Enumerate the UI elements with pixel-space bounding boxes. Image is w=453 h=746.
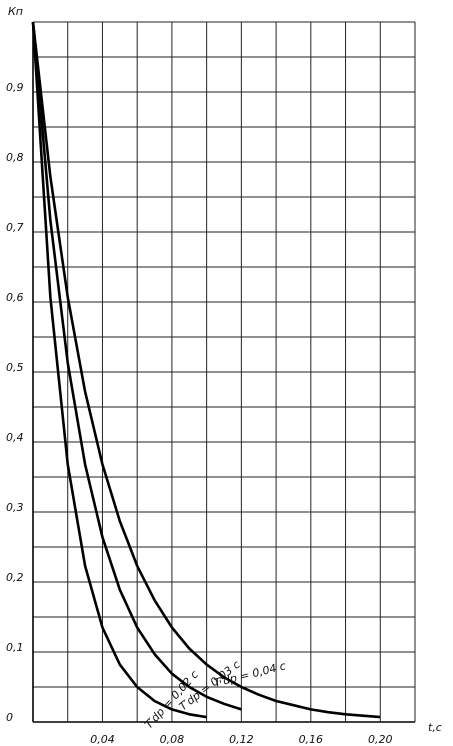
y-tick-label: 0,2 bbox=[6, 571, 24, 584]
x-axis-label: t,c bbox=[428, 721, 442, 734]
y-axis-label: Кп bbox=[8, 5, 23, 18]
curve bbox=[31, 21, 207, 719]
y-tick-label: 0,5 bbox=[6, 361, 24, 374]
y-tick-label: 0,7 bbox=[6, 221, 24, 234]
x-tick-label: 0,20 bbox=[368, 733, 393, 746]
x-tick-label: 0,08 bbox=[160, 733, 185, 746]
y-tick-label: 0,9 bbox=[6, 81, 24, 94]
curve bbox=[31, 21, 381, 719]
y-tick-label: 0,1 bbox=[6, 641, 24, 654]
y-tick-label: 0,8 bbox=[6, 151, 24, 164]
x-tick-label: 0,04 bbox=[90, 733, 115, 746]
x-tick-label: 0,12 bbox=[229, 733, 254, 746]
curve bbox=[31, 21, 242, 711]
y-tick-label: 0,3 bbox=[6, 501, 24, 514]
x-tick-label: 0,16 bbox=[299, 733, 324, 746]
y-tick-label: 0,6 bbox=[6, 291, 24, 304]
y-tick-label: 0,4 bbox=[6, 431, 24, 444]
y-tick-label: 0 bbox=[6, 711, 13, 724]
